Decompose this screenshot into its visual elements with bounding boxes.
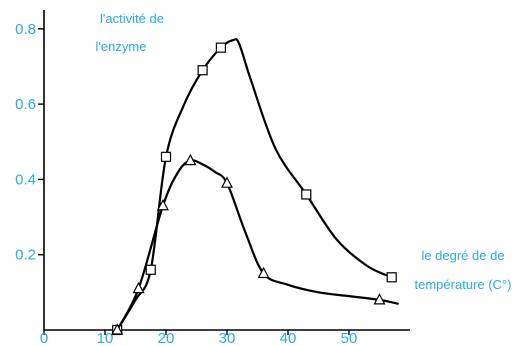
series-2-triangle-marker	[184, 153, 197, 166]
axes-layer	[43, 10, 410, 331]
series-2-line	[116, 159, 399, 332]
ticks-layer: 0.2 0.4 0.6 0.8 0 10 20 30 40 50	[15, 21, 357, 346]
series-1-square-marker	[197, 65, 208, 76]
x-tick-label: 50	[341, 330, 358, 346]
labels-layer: l'activité de l'enzyme le degré de de te…	[96, 11, 512, 292]
y-tick-label: 0.2	[15, 247, 36, 264]
y-tick-label: 0.8	[15, 21, 36, 38]
series-1-square-marker	[215, 42, 226, 53]
series-2-triangle-marker	[221, 176, 233, 188]
series-1-square-marker	[301, 189, 312, 200]
x-tick-label: 10	[97, 330, 114, 346]
series-1-square-marker	[386, 272, 397, 283]
y-axis-label-line-1: l'activité de	[100, 11, 164, 26]
x-axis-label-line-1: le degré de de	[421, 248, 504, 263]
x-tick-label: 30	[219, 330, 236, 346]
series-1-square-marker	[145, 264, 156, 275]
series-1-square-marker	[160, 151, 172, 162]
x-tick-label: 40	[280, 330, 297, 346]
series-2-triangle-marker	[373, 293, 386, 305]
y-tick-label: 0.6	[15, 96, 36, 113]
x-tick-label: 0	[40, 330, 48, 346]
series-2-triangle-marker	[111, 323, 124, 335]
series-1-line	[116, 38, 393, 332]
series-2-triangle-marker	[257, 266, 270, 279]
series-2-triangle-marker	[156, 198, 169, 211]
series-2-triangle-marker	[132, 281, 145, 294]
x-axis-label-line-2: température (C°)	[415, 277, 512, 292]
y-axis-label-line-2: l'enzyme	[96, 39, 147, 54]
series-layer	[111, 38, 399, 336]
x-tick-label: 20	[158, 330, 175, 346]
y-tick-label: 0.4	[15, 171, 36, 188]
